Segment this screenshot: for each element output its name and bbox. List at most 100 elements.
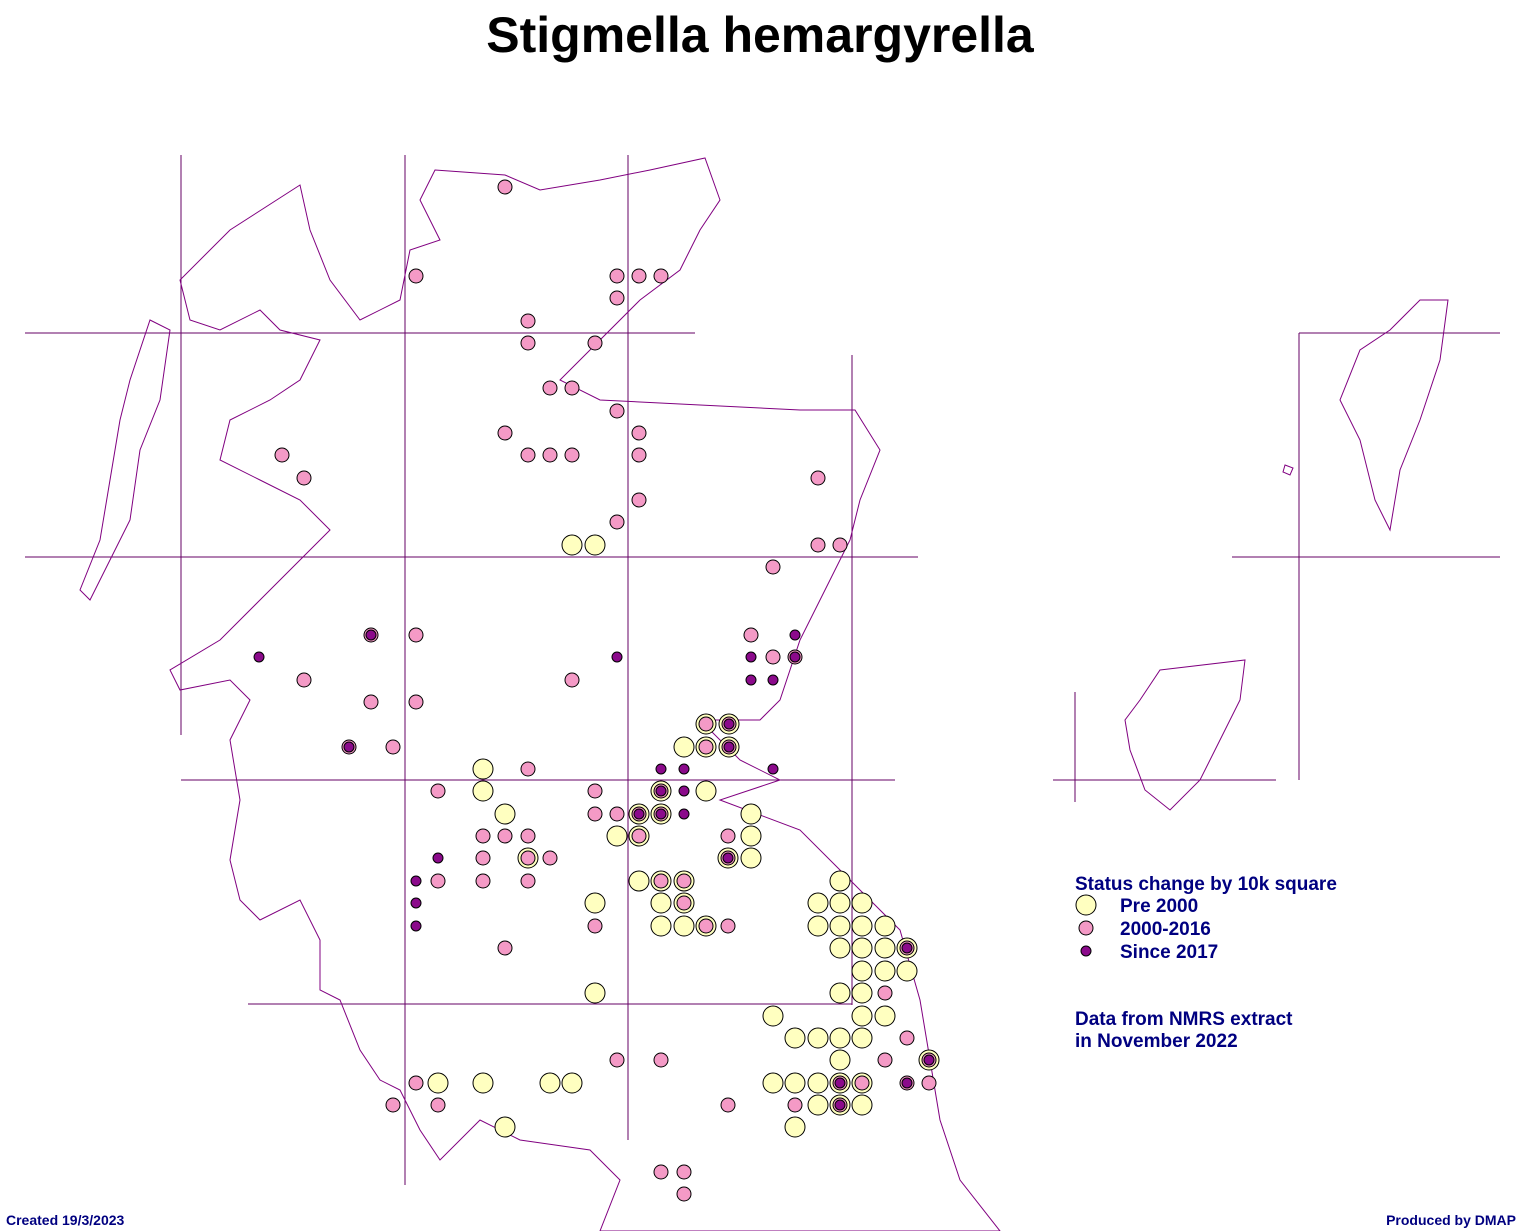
dot [494, 803, 516, 825]
dot [676, 1164, 692, 1180]
dot [628, 870, 650, 892]
dot [807, 1072, 829, 1094]
grid-lines [25, 155, 1500, 1185]
dot [745, 674, 757, 686]
dot [810, 537, 826, 553]
dot [720, 918, 736, 934]
dot [901, 942, 913, 954]
dot [723, 741, 735, 753]
dot [762, 1072, 784, 1094]
dot [789, 651, 801, 663]
dot [807, 915, 829, 937]
dot [427, 1072, 449, 1094]
dot [520, 828, 536, 844]
dot [834, 1099, 846, 1111]
dot [784, 1027, 806, 1049]
dot [520, 447, 536, 463]
dot [851, 892, 873, 914]
dot [832, 537, 848, 553]
dot [472, 1072, 494, 1094]
dot [611, 651, 623, 663]
dot [497, 828, 513, 844]
dot [655, 763, 667, 775]
dot [365, 629, 377, 641]
dot [296, 672, 312, 688]
dot [385, 739, 401, 755]
dot [829, 915, 851, 937]
dot [408, 268, 424, 284]
dot [520, 873, 536, 889]
dot [584, 892, 606, 914]
dot [609, 806, 625, 822]
dot [430, 783, 446, 799]
dot [430, 1097, 446, 1113]
dot [363, 694, 379, 710]
dot [475, 828, 491, 844]
dot [475, 850, 491, 866]
dot [851, 915, 873, 937]
dot [678, 785, 690, 797]
coastline [79, 157, 1449, 1231]
dot [767, 763, 779, 775]
dot [650, 892, 672, 914]
dot [740, 803, 762, 825]
dot [631, 425, 647, 441]
dot [698, 716, 714, 732]
dot [767, 674, 779, 686]
dot [765, 559, 781, 575]
dot [784, 1072, 806, 1094]
dot [561, 1072, 583, 1094]
dot [408, 627, 424, 643]
dot [408, 694, 424, 710]
dot [542, 380, 558, 396]
dot [472, 758, 494, 780]
dot [698, 918, 714, 934]
dot [606, 825, 628, 847]
dot [609, 290, 625, 306]
dot [723, 718, 735, 730]
dot [539, 1072, 561, 1094]
dot [587, 783, 603, 799]
dot [385, 1097, 401, 1113]
dot [587, 918, 603, 934]
dot [520, 313, 536, 329]
dot [923, 1054, 935, 1066]
dot [874, 960, 896, 982]
dot [520, 335, 536, 351]
dot [631, 828, 647, 844]
note-line: Data from NMRS extract [1075, 1009, 1293, 1030]
dot [497, 425, 513, 441]
dot [296, 470, 312, 486]
legend-label: 2000-2016 [1120, 919, 1211, 940]
dot [829, 892, 851, 914]
dot [410, 920, 422, 932]
legend-label: Pre 2000 [1120, 896, 1198, 917]
dot [851, 1005, 873, 1027]
dot [343, 741, 355, 753]
footer-right: Produced by DMAP [1386, 1212, 1516, 1228]
legend-title: Status change by 10k square [1075, 874, 1337, 895]
dot [1078, 920, 1094, 936]
dot [430, 873, 446, 889]
dot [851, 982, 873, 1004]
dot [851, 1027, 873, 1049]
dot [722, 852, 734, 864]
dot [631, 492, 647, 508]
dot [829, 937, 851, 959]
dot [653, 1164, 669, 1180]
dot [698, 739, 714, 755]
dot [475, 873, 491, 889]
dot [587, 806, 603, 822]
dot [564, 380, 580, 396]
dot [787, 1097, 803, 1113]
dot [655, 785, 667, 797]
dot [678, 808, 690, 820]
dot [921, 1075, 937, 1091]
dot [676, 1186, 692, 1202]
dot [274, 447, 290, 463]
dot [901, 1077, 913, 1089]
dot [633, 808, 645, 820]
dot [631, 268, 647, 284]
dot [1080, 945, 1092, 957]
